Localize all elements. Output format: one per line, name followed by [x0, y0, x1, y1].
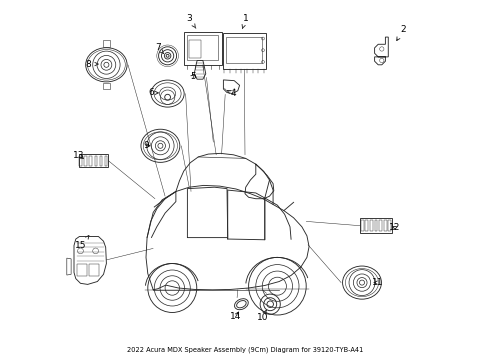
- Bar: [90, 156, 92, 166]
- Bar: [103, 83, 110, 89]
- Text: 8: 8: [86, 60, 98, 69]
- Bar: [388, 220, 391, 231]
- Bar: [360, 218, 392, 233]
- Text: 1: 1: [242, 14, 248, 29]
- Bar: [384, 220, 387, 231]
- Text: 14: 14: [230, 311, 242, 320]
- Text: 2022 Acura MDX Speaker Assembly (9Cm) Diagram for 39120-TYB-A41: 2022 Acura MDX Speaker Assembly (9Cm) Di…: [127, 347, 363, 353]
- Bar: [189, 40, 201, 58]
- Bar: [99, 156, 102, 166]
- Bar: [366, 220, 368, 231]
- Text: 10: 10: [257, 310, 268, 322]
- Bar: [374, 220, 377, 231]
- Text: 15: 15: [75, 235, 89, 250]
- Text: 11: 11: [372, 278, 384, 287]
- Text: 6: 6: [148, 88, 158, 97]
- Bar: [184, 32, 221, 65]
- Bar: [95, 156, 98, 166]
- Bar: [187, 35, 218, 60]
- Bar: [379, 220, 382, 231]
- Bar: [84, 156, 87, 166]
- Text: 5: 5: [190, 72, 196, 81]
- Bar: [103, 40, 110, 47]
- Text: 3: 3: [186, 14, 196, 28]
- Bar: [226, 37, 262, 63]
- Text: 7: 7: [155, 43, 164, 54]
- Bar: [222, 33, 266, 69]
- Bar: [89, 264, 99, 276]
- Bar: [79, 154, 108, 167]
- Text: 9: 9: [143, 141, 149, 150]
- Bar: [361, 220, 364, 231]
- Text: 2: 2: [397, 25, 406, 41]
- Text: 13: 13: [73, 151, 84, 160]
- Text: 4: 4: [227, 89, 236, 98]
- Bar: [104, 156, 107, 166]
- Bar: [370, 220, 373, 231]
- Bar: [77, 264, 87, 276]
- Bar: [79, 156, 82, 166]
- Text: 12: 12: [389, 223, 400, 232]
